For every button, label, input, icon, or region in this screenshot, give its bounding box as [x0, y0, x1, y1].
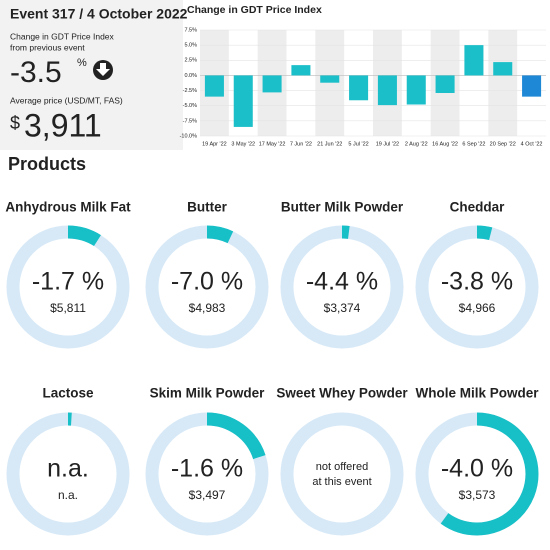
change-caption: Change in GDT Price Index — [10, 31, 115, 41]
product-note: not offered — [316, 461, 368, 473]
donut-arc — [145, 412, 269, 536]
donut-arc — [6, 412, 130, 536]
average-price: 3,911 — [24, 107, 102, 143]
y-tick-label: -2.5% — [183, 88, 197, 94]
donut-arc — [415, 225, 539, 349]
product-price: $5,811 — [50, 301, 86, 315]
bar — [377, 75, 397, 106]
product-note: at this event — [312, 476, 371, 488]
x-tick-label: 2 Aug '22 — [405, 141, 428, 147]
chart-title: Change in GDT Price Index — [187, 4, 322, 16]
y-tick-label: 7.5% — [184, 27, 197, 33]
x-tick-label: 7 Jun '22 — [290, 141, 312, 147]
y-tick-label: 5.0% — [184, 43, 197, 49]
product-name: Anhydrous Milk Fat — [5, 200, 131, 215]
product-change: -1.7 % — [32, 268, 104, 296]
product-price: $4,983 — [189, 301, 226, 315]
products-title: Products — [8, 154, 86, 174]
product-name: Skim Milk Powder — [150, 386, 266, 401]
product-name: Butter — [187, 200, 227, 215]
bar — [464, 45, 484, 76]
down-arrow-icon — [93, 60, 113, 80]
product-change: -1.6 % — [171, 455, 243, 483]
change-unit: % — [77, 57, 87, 69]
product-name: Lactose — [42, 386, 94, 401]
x-tick-label: 19 Jul '22 — [376, 141, 399, 147]
x-tick-label: 19 Apr '22 — [202, 141, 227, 147]
bar — [435, 75, 455, 93]
product-price: $4,966 — [459, 301, 496, 315]
header-panel — [0, 0, 183, 150]
bar — [320, 75, 340, 83]
product-price: $3,374 — [324, 301, 361, 315]
x-tick-label: 21 Jun '22 — [317, 141, 342, 147]
column-band — [488, 30, 518, 136]
donut-arc — [6, 225, 130, 349]
event-title: Event 317 / 4 October 2022 — [10, 6, 188, 22]
bar — [233, 75, 253, 127]
y-tick-label: 0.0% — [184, 73, 197, 79]
donut-track — [280, 412, 404, 536]
x-tick-label: 16 Aug '22 — [432, 141, 458, 147]
x-tick-label: 20 Sep '22 — [490, 141, 516, 147]
product-name: Cheddar — [450, 200, 506, 215]
column-band — [315, 30, 345, 136]
bar — [291, 65, 311, 76]
y-tick-label: -10.0% — [180, 133, 198, 139]
product-change: n.a. — [47, 455, 89, 483]
product-change: -4.4 % — [306, 268, 378, 296]
bar — [349, 75, 369, 101]
donut-arc — [280, 225, 404, 349]
product-change: -7.0 % — [171, 268, 243, 296]
x-tick-label: 5 Jul '22 — [348, 141, 368, 147]
product-price: $3,497 — [189, 488, 226, 502]
index-change: -3.5 — [10, 56, 62, 89]
currency: $ — [10, 113, 20, 133]
x-tick-label: 4 Oct '22 — [521, 141, 543, 147]
product-name: Sweet Whey Powder — [276, 386, 408, 401]
donut-arc — [145, 225, 269, 349]
x-tick-label: 6 Sep '22 — [462, 141, 485, 147]
y-tick-label: -7.5% — [183, 118, 197, 124]
y-tick-label: -5.0% — [183, 103, 197, 109]
bar — [406, 75, 426, 105]
product-change: -3.8 % — [441, 268, 513, 296]
product-name: Butter Milk Powder — [281, 200, 404, 215]
bar — [262, 75, 282, 93]
bar — [204, 75, 224, 97]
y-tick-label: 2.5% — [184, 58, 197, 64]
product-price: n.a. — [58, 488, 78, 502]
bar — [522, 75, 542, 97]
product-change: -4.0 % — [441, 455, 513, 483]
donut-arc — [415, 412, 539, 536]
product-price: $3,573 — [459, 488, 496, 502]
change-caption: from previous event — [10, 42, 85, 52]
product-name: Whole Milk Powder — [415, 386, 539, 401]
price-caption: Average price (USD/MT, FAS) — [10, 95, 123, 105]
x-tick-label: 3 May '22 — [231, 141, 255, 147]
x-tick-label: 17 May '22 — [259, 141, 286, 147]
bar — [493, 62, 513, 76]
